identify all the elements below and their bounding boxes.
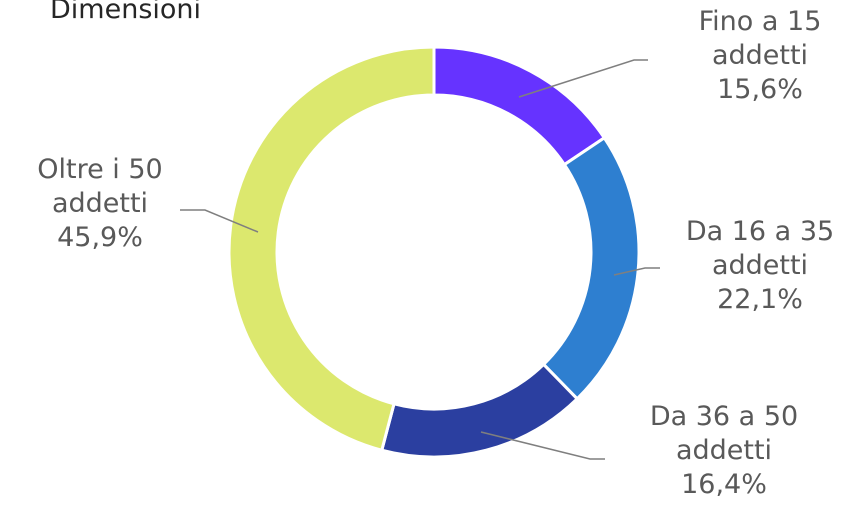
leader-line-fino-a-15-addetti <box>518 59 648 98</box>
leader-line-da-16-a-35-addetti <box>613 267 660 276</box>
slice-fino-a-15-addetti <box>432 45 607 167</box>
leader-line-da-36-a-50-addetti <box>480 431 605 460</box>
leader-line-oltre-i-50-addetti <box>180 209 259 233</box>
slice-da-36-a-50-addetti <box>379 362 580 459</box>
slice-da-16-a-35-addetti <box>541 135 641 401</box>
data-label-oltre-i-50-addetti: Oltre i 50 addetti 45,9% <box>37 154 162 253</box>
data-label-fino-a-15-addetti: Fino a 15 addetti 15,6% <box>699 6 822 105</box>
chart-title: Dimensioni <box>50 0 202 25</box>
data-label-da-16-a-35-addetti: Da 16 a 35 addetti 22,1% <box>686 216 834 315</box>
slice-oltre-i-50-addetti <box>227 45 436 453</box>
data-label-da-36-a-50-addetti: Da 36 a 50 addetti 16,4% <box>650 401 798 500</box>
